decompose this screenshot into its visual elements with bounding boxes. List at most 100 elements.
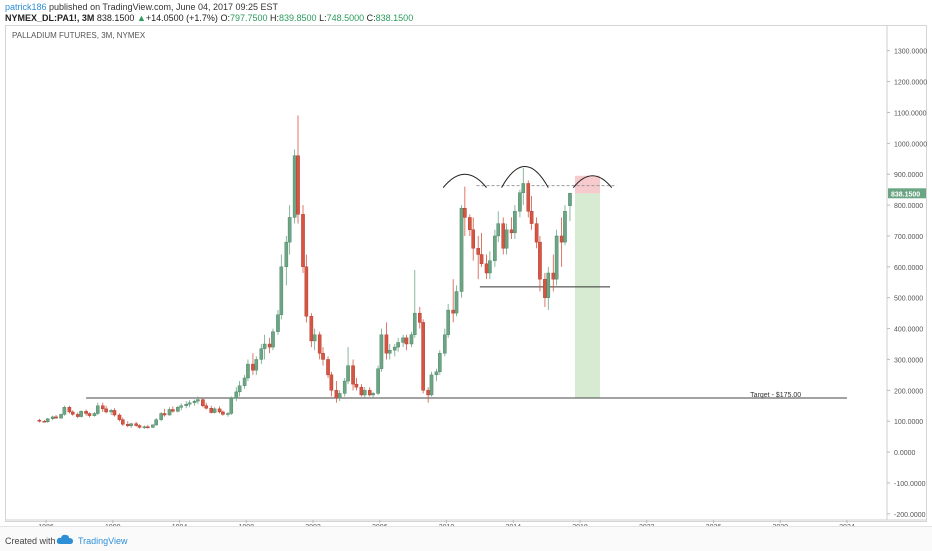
candle-body [563, 211, 567, 243]
x-tick-label: 2026 [706, 524, 722, 526]
close-value: 838.1500 [375, 13, 414, 23]
close-label: C: [366, 13, 376, 23]
candle-body [488, 260, 492, 274]
candle-body [196, 399, 200, 402]
candle-body [459, 207, 464, 292]
x-tick-label: 2018 [572, 524, 588, 526]
candle-body [421, 322, 425, 391]
candle-body [204, 405, 209, 409]
candle-body [229, 397, 234, 414]
candle-body [287, 217, 292, 243]
x-tick-label: 2002 [305, 524, 321, 526]
candle-body [387, 349, 392, 354]
symbol-label: NYMEX_DL:PA1!, 3M [5, 13, 95, 23]
candle-body [371, 393, 375, 396]
candle-body [167, 409, 172, 416]
candle-body [50, 416, 55, 419]
candle-body [359, 387, 364, 396]
price-chart[interactable]: PALLADIUM FUTURES, 3M, NYMEX 1300.0000 120… [0, 0, 932, 526]
y-tick-label: 400.0000 [894, 327, 923, 334]
y-tick-label: 500.0000 [894, 296, 923, 303]
candle-body [384, 334, 389, 354]
y-tick-label: 1000.0000 [894, 141, 927, 148]
author-link[interactable]: patrick186 [5, 2, 47, 12]
candle-body [159, 413, 163, 420]
candle-body [529, 211, 534, 224]
x-tick-label: 2010 [439, 524, 455, 526]
candle-body [326, 359, 330, 376]
open-value: 797.7500 [229, 13, 268, 23]
candle-body [396, 342, 400, 348]
candle-body [559, 235, 564, 243]
candle-body [468, 217, 472, 230]
candle-body [126, 424, 130, 427]
y-tick-label: 1100.0000 [894, 110, 927, 117]
pattern-arc [572, 175, 613, 188]
price-change: +14.0500 (+1.7%) [145, 13, 218, 23]
candle-body [546, 272, 551, 298]
candle-body [271, 331, 275, 348]
candle-body [301, 214, 305, 268]
chart-frame [5, 25, 927, 522]
candle-body [346, 365, 350, 382]
candle-body [100, 405, 105, 410]
candle-body [267, 343, 272, 348]
x-tick-label: 1994 [172, 524, 188, 526]
candle-body [329, 374, 334, 391]
candle-body [451, 309, 455, 314]
candle-body [334, 390, 339, 399]
ohlc-line: NYMEX_DL:PA1!, 3M 838.1500 ▲+14.0500 (+1… [5, 13, 413, 23]
candle-body [317, 334, 322, 354]
candle-body [59, 414, 63, 419]
last-price-badge [888, 188, 926, 199]
candle-body [518, 192, 522, 212]
candle-body [484, 263, 489, 274]
y-tick-label: 600.0000 [894, 265, 923, 272]
tradingview-link[interactable]: TradingView [78, 536, 128, 546]
candle-body [418, 312, 422, 323]
candle-body [538, 241, 542, 280]
profit-zone [574, 193, 601, 399]
candle-body [259, 348, 264, 360]
chart-header: patrick186 published on TradingView.com,… [0, 0, 932, 24]
candle-body [234, 391, 239, 399]
tradingview-cloud-icon [56, 534, 73, 544]
candle-body [151, 424, 155, 428]
candle-body [362, 390, 367, 396]
candle-body [312, 334, 317, 342]
candle-body [376, 368, 380, 394]
candle-body [412, 312, 417, 335]
candle-body [463, 207, 467, 218]
candle-body [292, 155, 297, 218]
candle-body [171, 409, 175, 412]
candle-body [184, 404, 189, 406]
y-tick-label: 0.0000 [894, 450, 916, 457]
pattern-arc [501, 166, 549, 188]
candle-body [551, 272, 556, 280]
y-tick-label: 1200.0000 [894, 80, 927, 87]
candle-body [251, 363, 255, 371]
y-tick-label: 1300.0000 [894, 49, 927, 56]
candle-body [367, 390, 372, 396]
publish-line: patrick186 published on TradingView.com,… [5, 2, 278, 12]
up-triangle-icon: ▲ [136, 13, 146, 23]
candle-body [92, 413, 97, 416]
chart-title: PALLADIUM FUTURES, 3M, NYMEX [12, 31, 146, 40]
candle-body [187, 402, 192, 405]
candle-body [42, 421, 47, 423]
low-label: L: [319, 13, 327, 23]
candle-body [354, 383, 359, 388]
candle-body [212, 408, 217, 413]
candle-body [142, 426, 147, 428]
publish-info: published on TradingView.com, June 04, 2… [46, 2, 279, 12]
candle-body [543, 278, 547, 298]
candle-body [79, 411, 83, 417]
high-label: H: [270, 13, 280, 23]
candle-body [438, 353, 442, 372]
candle-body [54, 416, 58, 419]
candle-body [45, 418, 50, 423]
candle-body [226, 413, 230, 415]
candle-body [509, 229, 514, 234]
y-tick-label: -100.0000 [894, 481, 926, 488]
pattern-arc [442, 173, 487, 188]
